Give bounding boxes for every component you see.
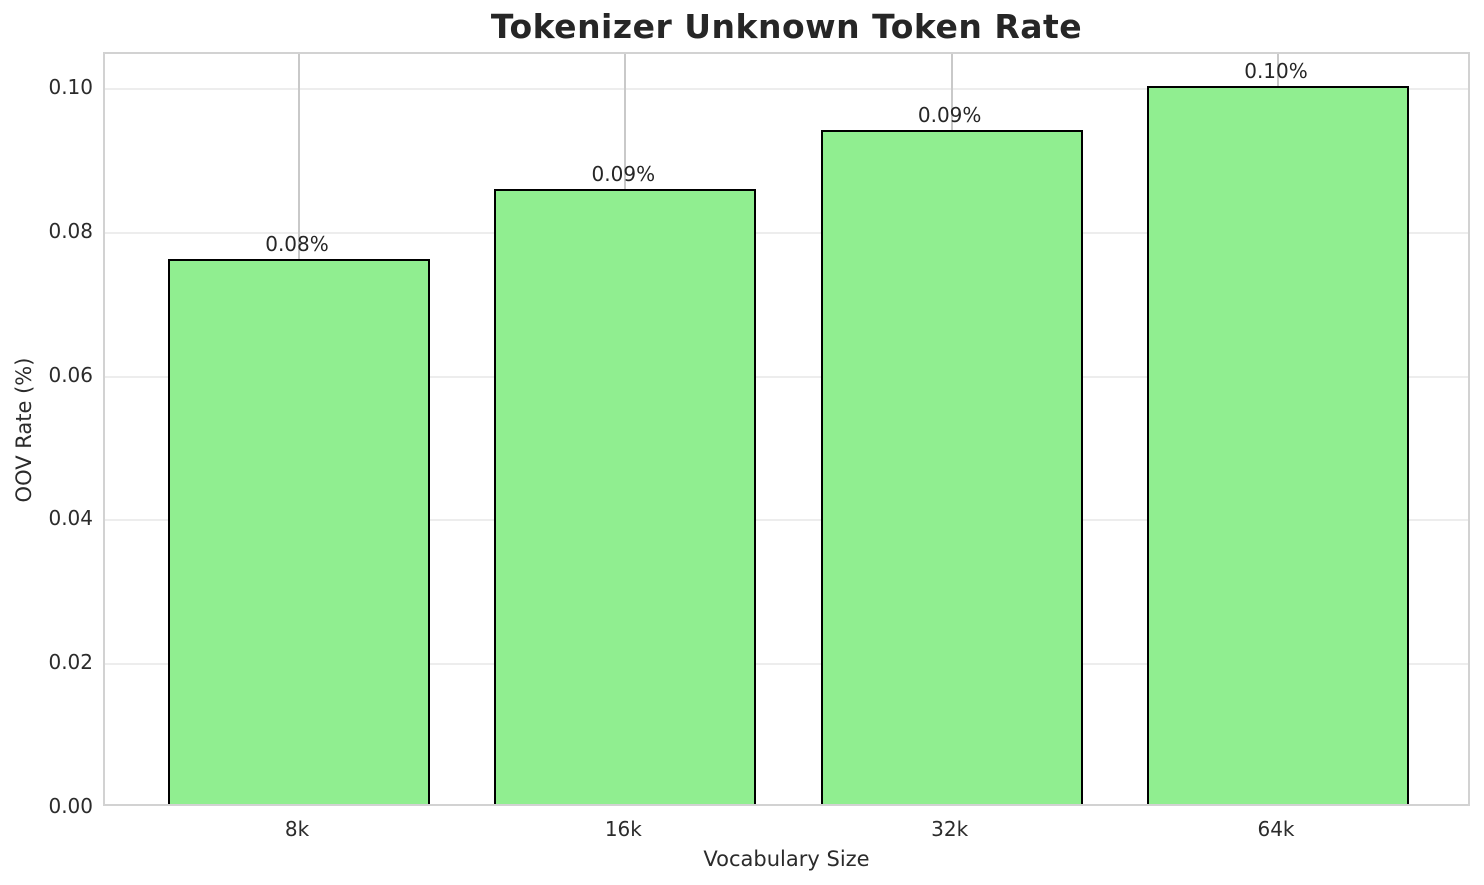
x-tick-label: 8k (284, 817, 310, 841)
y-gridline (105, 663, 1468, 666)
x-tick-label: 16k (604, 817, 642, 841)
bar-64k (1147, 85, 1409, 804)
bar-8k (168, 259, 430, 804)
y-tick-label: 0.08 (48, 218, 93, 243)
y-gridline (105, 375, 1468, 378)
x-tick-label: 32k (931, 817, 969, 841)
y-tick-label: 0.04 (48, 506, 93, 531)
x-axis-label: Vocabulary Size (703, 847, 870, 871)
bar-value-label: 0.10% (1244, 58, 1308, 83)
y-gridline (105, 88, 1468, 91)
y-tick-label: 0.02 (48, 650, 93, 675)
bar-value-label: 0.08% (265, 232, 329, 257)
y-gridline (105, 231, 1468, 234)
y-tick-label: 0.06 (48, 362, 93, 387)
bar-16k (494, 189, 757, 804)
plot-area (103, 52, 1470, 806)
y-gridline (105, 519, 1468, 522)
chart-title: Tokenizer Unknown Token Rate (490, 7, 1083, 46)
bar-value-label: 0.09% (591, 162, 656, 187)
y-tick-label: 0.10 (48, 75, 93, 100)
bar-value-label: 0.09% (917, 102, 982, 127)
bar-32k (820, 129, 1083, 804)
y-tick-label: 0.00 (48, 794, 93, 818)
x-tick-label: 64k (1257, 817, 1295, 841)
